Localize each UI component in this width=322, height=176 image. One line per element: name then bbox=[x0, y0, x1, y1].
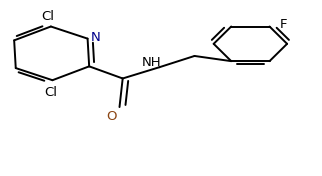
Text: O: O bbox=[106, 110, 117, 123]
Text: NH: NH bbox=[142, 56, 161, 69]
Text: N: N bbox=[91, 31, 100, 44]
Text: Cl: Cl bbox=[44, 86, 57, 99]
Text: Cl: Cl bbox=[41, 11, 54, 23]
Text: F: F bbox=[280, 18, 288, 31]
